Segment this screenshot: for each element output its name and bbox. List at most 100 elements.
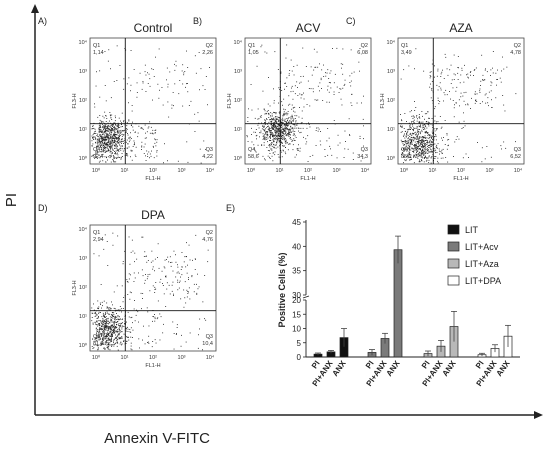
quadrant-value-q1: 1,05 bbox=[248, 50, 259, 56]
plot-frame bbox=[397, 37, 525, 165]
quadrant-value-q1: 3,49 bbox=[401, 50, 412, 56]
x-tick-label: 10³ bbox=[178, 168, 186, 174]
y-tick-label: 10⁰ bbox=[79, 342, 88, 349]
legend-label: LIT+Acv bbox=[465, 242, 499, 252]
y-tick-label: 10³ bbox=[387, 69, 395, 75]
y-tick-label: 10² bbox=[79, 285, 87, 291]
x-tick-label: 10¹ bbox=[121, 168, 129, 174]
quadrant-label-q4: Q4 bbox=[401, 147, 408, 153]
category-label: PI bbox=[364, 359, 376, 370]
x-tick-label: 10³ bbox=[178, 355, 186, 361]
panel-title: ACV bbox=[296, 21, 321, 35]
y-tick-label: 10³ bbox=[79, 69, 87, 75]
quadrant-value-q2: 6,08 bbox=[357, 50, 368, 56]
x-tick-label: 10³ bbox=[333, 168, 341, 174]
y-tick-label: 0 bbox=[297, 353, 302, 362]
figure-y-label: PI bbox=[3, 193, 20, 207]
panel-letter-a: A) bbox=[38, 16, 47, 26]
quadrant-value-q3: 4,22 bbox=[202, 154, 213, 160]
legend-swatch bbox=[447, 224, 460, 235]
quadrant-value-q2: 4,76 bbox=[202, 237, 213, 243]
quadrant-value-q2: 2,26 bbox=[202, 50, 213, 56]
quadrant-label-q2: Q2 bbox=[361, 43, 368, 49]
category-label: ANX bbox=[385, 358, 402, 378]
quadrant-label-q3: Q3 bbox=[206, 147, 213, 153]
y-tick-label: 20 bbox=[292, 296, 301, 305]
quadrant-label-q1: Q1 bbox=[93, 43, 100, 49]
figure-x-arrow bbox=[534, 411, 543, 419]
y-tick-label: 10¹ bbox=[234, 127, 242, 133]
quadrant-value-q2: 4,78 bbox=[510, 50, 521, 56]
y-axis-label: FL3-H bbox=[227, 93, 233, 108]
x-tick-label: 10¹ bbox=[121, 355, 129, 361]
x-tick-label: 10⁴ bbox=[206, 167, 215, 174]
figure-x-label: Annexin V-FITC bbox=[104, 430, 210, 447]
x-tick-label: 10² bbox=[149, 168, 157, 174]
panel-letter-b: B) bbox=[193, 16, 202, 26]
x-axis-label: FL1-H bbox=[145, 363, 160, 369]
plot-frame bbox=[89, 224, 217, 352]
legend-swatch bbox=[447, 258, 460, 269]
bar-y-label: Positive Cells (%) bbox=[277, 252, 287, 327]
y-tick-label: 5 bbox=[297, 339, 302, 348]
quadrant-value-q1: 1,14 bbox=[93, 50, 104, 56]
y-tick-label: 10¹ bbox=[79, 314, 87, 320]
x-tick-label: 10³ bbox=[486, 168, 494, 174]
category-label: ANX bbox=[495, 358, 512, 378]
legend-label: LIT bbox=[465, 225, 479, 235]
legend-label: LIT+DPA bbox=[465, 276, 501, 286]
y-tick-label: 15 bbox=[292, 310, 301, 319]
x-tick-label: 10⁰ bbox=[247, 167, 256, 174]
x-axis-label: FL1-H bbox=[300, 176, 315, 182]
figure-axes: PI Annexin V-FITC bbox=[3, 4, 543, 447]
x-tick-label: 10¹ bbox=[276, 168, 284, 174]
quadrant-label-q3: Q3 bbox=[514, 147, 521, 153]
x-tick-label: 10⁴ bbox=[206, 354, 215, 361]
y-tick-label: 10² bbox=[234, 98, 242, 104]
quadrant-label-q1: Q1 bbox=[248, 43, 255, 49]
quadrant-label-q4: Q4 bbox=[93, 147, 100, 153]
x-tick-label: 10⁰ bbox=[92, 354, 101, 361]
category-label: PI bbox=[310, 359, 322, 370]
scatter-points bbox=[400, 48, 517, 164]
quadrant-label-q4: Q4 bbox=[93, 334, 100, 340]
legend-label: LIT+Aza bbox=[465, 259, 499, 269]
x-tick-label: 10² bbox=[304, 168, 312, 174]
x-axis-label: FL1-H bbox=[145, 176, 160, 182]
x-tick-label: 10² bbox=[149, 355, 157, 361]
quadrant-label-q3: Q3 bbox=[206, 334, 213, 340]
category-label: PI bbox=[420, 359, 432, 370]
panel-title: DPA bbox=[141, 208, 165, 222]
figure-y-arrow bbox=[31, 4, 39, 13]
x-tick-label: 10⁰ bbox=[92, 167, 101, 174]
x-tick-label: 10¹ bbox=[429, 168, 437, 174]
plot-frame bbox=[89, 37, 217, 165]
scatter-points bbox=[91, 232, 210, 351]
panel-title: AZA bbox=[449, 21, 472, 35]
category-label: ANX bbox=[331, 358, 348, 378]
scatter-points bbox=[91, 45, 210, 164]
quadrant-value-q4: 85,2 bbox=[401, 154, 412, 160]
y-tick-label: 10³ bbox=[234, 69, 242, 75]
y-axis-label: FL3-H bbox=[72, 280, 78, 295]
y-tick-label: 35 bbox=[292, 267, 301, 276]
x-tick-label: 10⁴ bbox=[514, 167, 523, 174]
plot-frame bbox=[244, 37, 372, 165]
quadrant-value-q3: 10,4 bbox=[202, 341, 213, 347]
quadrant-label-q1: Q1 bbox=[93, 230, 100, 236]
y-tick-label: 10² bbox=[79, 98, 87, 104]
legend-swatch bbox=[447, 241, 460, 252]
y-tick-label: 45 bbox=[292, 218, 301, 227]
axis-break-mark bbox=[302, 295, 310, 299]
panel-letter-e: E) bbox=[226, 203, 235, 213]
y-tick-label: 10⁰ bbox=[79, 155, 88, 162]
y-tick-label: 30 bbox=[292, 291, 301, 300]
category-label: PI bbox=[474, 359, 486, 370]
x-axis-label: FL1-H bbox=[453, 176, 468, 182]
y-tick-label: 10³ bbox=[79, 256, 87, 262]
